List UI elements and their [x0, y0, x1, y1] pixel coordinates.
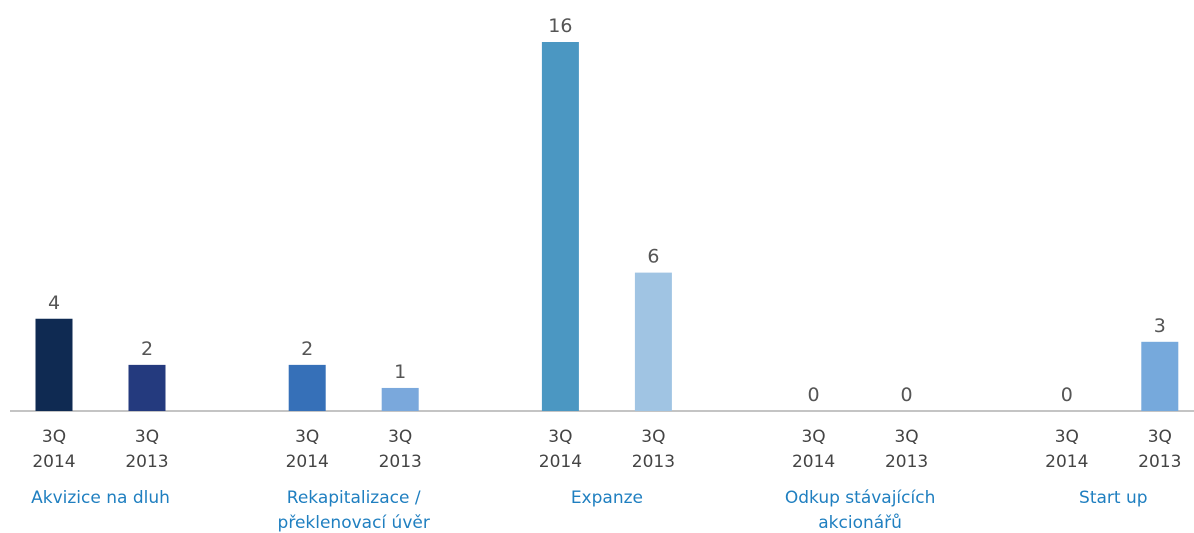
value-label: 1 [394, 361, 406, 383]
value-label: 0 [1061, 384, 1073, 406]
series-label: 3Q 2013 [379, 427, 422, 472]
bar [288, 364, 326, 411]
value-label: 2 [301, 338, 313, 360]
bar [1141, 341, 1179, 411]
category-label: Odkup stávajících akcionářů [785, 488, 936, 533]
series-label: 3Q 2014 [32, 427, 75, 472]
value-label: 0 [901, 384, 913, 406]
series-label: 3Q 2014 [286, 427, 329, 472]
series-label: 3Q 2013 [1138, 427, 1181, 472]
series-label: 3Q 2013 [125, 427, 168, 472]
value-label: 16 [548, 15, 572, 37]
bar [35, 318, 73, 411]
bar [541, 42, 579, 411]
bar [128, 364, 166, 411]
bar [634, 272, 672, 411]
bar [381, 387, 419, 411]
value-label: 4 [48, 292, 60, 314]
series-label: 3Q 2013 [885, 427, 928, 472]
category-label: Rekapitalizace / překlenovací úvěr [278, 488, 430, 533]
series-label: 3Q 2014 [792, 427, 835, 472]
category-label: Akvizice na dluh [31, 488, 170, 508]
value-label: 2 [141, 338, 153, 360]
series-label: 3Q 2014 [1045, 427, 1088, 472]
series-label: 3Q 2014 [539, 427, 582, 472]
value-label: 6 [647, 246, 659, 268]
category-label: Expanze [571, 488, 643, 508]
category-label: Start up [1079, 488, 1148, 508]
value-label: 0 [808, 384, 820, 406]
value-label: 3 [1154, 315, 1166, 337]
series-label: 3Q 2013 [632, 427, 675, 472]
